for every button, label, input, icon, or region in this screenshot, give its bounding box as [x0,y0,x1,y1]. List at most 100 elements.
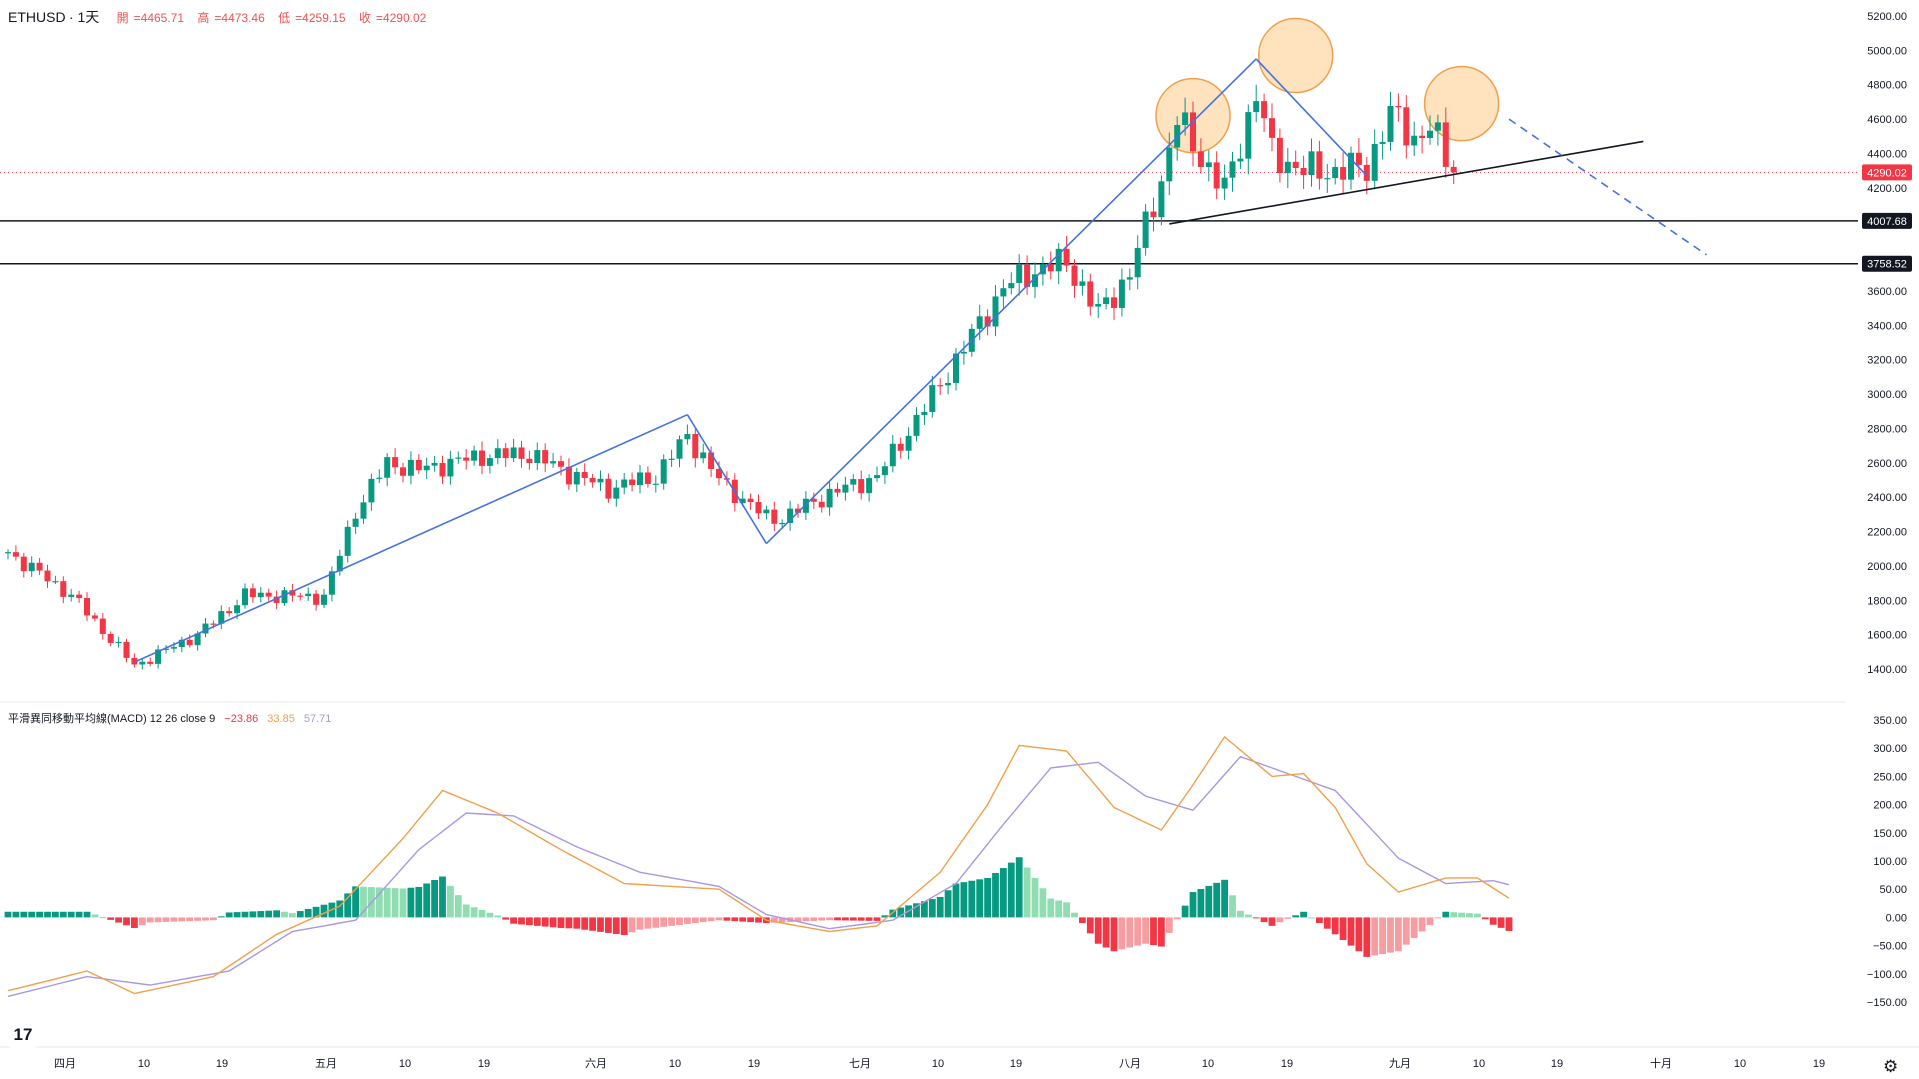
candle-body [771,509,778,524]
candle-body [597,478,604,483]
macd-histogram-bar [849,917,857,921]
macd-histogram-bar [573,917,581,929]
macd-histogram-bar [1047,898,1055,918]
macd-histogram-bar [233,912,241,918]
macd-histogram-bar [984,877,991,918]
candle-body [91,615,98,619]
candle-body [644,472,651,484]
macd-histogram-bar [794,917,802,922]
macd-histogram-bar [1252,917,1260,919]
candle-body [1103,297,1110,305]
candle-body [242,588,248,606]
macd-histogram-bar [976,879,984,918]
price-tick-label: 2400.00 [1867,492,1907,504]
candle-body [1403,107,1410,146]
candle-body [1442,122,1449,167]
trendline-pullback[interactable] [686,414,768,544]
candle-body [392,457,399,468]
macd-histogram-bar [1300,911,1307,918]
peak-highlight-circle[interactable] [1257,17,1334,94]
macd-histogram-bar [707,917,715,922]
macd-histogram-bar [1284,917,1292,919]
macd-histogram-bar [241,911,249,918]
macd-histogram-bar [470,907,478,918]
candle-body [463,457,470,461]
macd-histogram-bar [1158,917,1165,947]
macd-histogram-bar [1102,917,1110,948]
macd-tick-label: 200.00 [1873,800,1907,812]
candle-body [739,498,746,504]
macd-tick-label: 150.00 [1873,828,1907,840]
candle-body [1221,177,1228,189]
macd-histogram-bar [1165,917,1173,933]
candle-body [565,466,572,485]
trendline-neckline[interactable] [1169,140,1644,225]
macd-histogram-bar [526,917,533,926]
macd-histogram-bar [960,882,968,918]
candle-body [1450,166,1457,173]
trendline-uptrend-1[interactable] [134,413,688,663]
gear-icon[interactable]: ⚙ [1883,1057,1899,1076]
macd-histogram-bar [115,917,122,923]
candle-body [573,471,580,485]
macd-histogram-bar [1015,857,1023,918]
trendline-projection[interactable] [1508,118,1707,256]
time-axis-label: 19 [748,1058,760,1070]
macd-histogram-bar [660,917,668,927]
time-axis-label: 10 [932,1058,944,1070]
macd-histogram-bar [636,917,644,930]
macd-tick-label: −150.00 [1867,997,1907,1009]
macd-histogram-bar [375,887,383,918]
candle-body [471,450,478,461]
macd-histogram-bar [447,885,454,918]
candle-body [842,484,849,493]
candle-body [692,434,699,459]
tradingview-logo-icon[interactable]: 17 [8,1022,38,1048]
macd-histogram-bar [1126,917,1134,948]
macd-legend[interactable]: 平滑異同移動平均線(MACD) 12 26 close 9 −23.86 33.… [8,710,331,726]
candle-body [486,458,493,466]
candle-body [1332,167,1339,179]
candle-body [1118,279,1125,309]
candle-body [1363,164,1370,181]
symbol-interval[interactable]: 1天 [77,9,100,25]
macd-histogram-bar [620,917,628,936]
macd-histogram-bar [1410,917,1418,939]
candle-body [802,498,809,513]
macd-histogram-bar [1292,915,1300,918]
macd-histogram-bar [178,917,186,922]
macd-histogram-bar [1316,917,1323,924]
macd-histogram-bar [1276,917,1284,923]
candle-body [384,457,391,478]
macd-histogram-bar [1205,885,1213,918]
symbol-name[interactable]: ETHUSD [8,9,66,25]
candle-body [1047,264,1054,272]
candle-body [336,555,343,572]
macd-histogram-bar [1237,910,1244,918]
candle-body [945,382,952,386]
candle-body [321,594,327,605]
candle-body [1292,161,1299,169]
macd-histogram-bar [12,911,20,918]
macd-histogram-bar [1387,917,1394,953]
candle-body [123,641,130,658]
macd-tick-label: 0.00 [1886,912,1907,924]
candle-body [455,457,462,459]
macd-histogram-bar [1031,877,1039,918]
peak-highlight-circle[interactable] [1423,65,1500,142]
candle-body [787,508,794,523]
trendline-uptrend-2[interactable] [765,58,1257,545]
trendline-neckline-down[interactable] [1255,58,1368,177]
macd-histogram-bar [1489,917,1497,925]
macd-histogram-bar [913,903,920,918]
macd-histogram-bar [399,888,407,918]
macd-histogram-bar [210,917,217,921]
macd-histogram-bar [952,883,960,918]
macd-tick-label: 100.00 [1873,856,1907,868]
candle-body [194,633,201,646]
macd-histogram-bar [921,901,928,918]
time-axis-label: 19 [1813,1058,1825,1070]
time-axis-label: 10 [669,1058,681,1070]
candle-body [1253,101,1260,113]
